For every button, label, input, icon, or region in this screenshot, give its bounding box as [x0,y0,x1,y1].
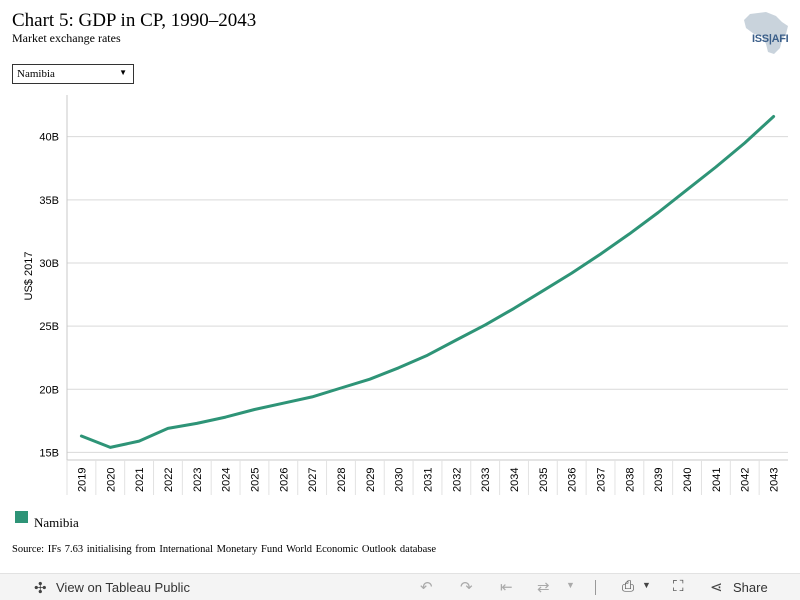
x-tick-label: 2022 [163,468,175,492]
y-axis-label: US$ 2017 [23,252,35,301]
series-line-namibia[interactable] [79,115,776,449]
x-tick-label: 2038 [624,468,636,492]
refresh-icon[interactable]: ⇄ [537,579,550,596]
x-tick-label: 2042 [740,468,752,492]
x-tick-label: 2041 [711,468,723,492]
tableau-logo-icon[interactable]: ✣ [34,580,47,597]
view-on-tableau-link[interactable]: View on Tableau Public [56,580,190,595]
refresh-dropdown-icon[interactable]: ▼ [566,580,575,590]
toolbar-divider [595,580,596,595]
x-tick-label: 2030 [394,468,406,492]
x-tick-label: 2028 [336,468,348,492]
y-tick-label: 40B [39,132,59,144]
chart-subtitle: Market exchange rates [12,31,121,45]
x-tick-label: 2032 [451,468,463,492]
revert-icon[interactable]: ⇤ [500,579,513,596]
x-tick-label: 2035 [538,468,550,492]
chart-title: Chart 5: GDP in CP, 1990–2043 [12,10,257,31]
country-select-value: Namibia [17,68,55,80]
y-tick-label: 20B [39,384,59,396]
y-tick-label: 30B [39,258,59,270]
x-tick-label: 2036 [567,468,579,492]
chevron-down-icon: ▼ [119,68,127,77]
legend-swatch-namibia [15,511,28,523]
x-tick-label: 2026 [278,468,290,492]
x-tick-label: 2024 [221,468,233,492]
x-tick-label: 2034 [509,468,521,492]
download-icon[interactable]: ⎙ [622,578,635,595]
x-tick-label: 2021 [134,468,146,492]
tableau-toolbar: ✣ View on Tableau Public ↶ ↷ ⇤ ⇄ ▼ ⎙ ▼ ⛶… [0,573,800,600]
source-note: Source: IFs 7.63 initialising from Inter… [12,544,437,555]
download-dropdown-icon[interactable]: ▼ [642,580,651,590]
redo-icon[interactable]: ↷ [460,579,473,596]
x-tick-label: 2040 [682,468,694,492]
gdp-line-chart: 15B 20B 25B 30B 35B 40B 2019 2020 2021 2022 2023 2… [23,95,788,495]
share-icon[interactable]: ⋖ [710,579,723,596]
x-tick-label: 2031 [423,468,435,492]
undo-icon[interactable]: ↶ [420,579,433,596]
x-tick-label: 2019 [76,468,88,492]
y-tick-label: 35B [39,195,59,207]
x-tick-label: 2027 [307,468,319,492]
x-tick-label: 2020 [105,468,117,492]
x-tick-label: 2033 [480,468,492,492]
country-select[interactable]: Namibia ▼ [12,64,134,84]
fullscreen-icon[interactable]: ⛶ [673,578,684,595]
x-tick-label: 2029 [365,468,377,492]
legend-label-namibia: Namibia [34,515,79,530]
y-tick-label: 25B [39,321,59,333]
y-tick-label: 15B [39,447,59,459]
x-tick-label: 2023 [192,468,204,492]
share-button[interactable]: Share [733,580,768,595]
x-tick-label: 2025 [249,468,261,492]
x-tick-label: 2043 [769,468,781,492]
x-tick-label: 2039 [653,468,665,492]
x-tick-label: 2037 [596,468,608,492]
africa-map-logo-icon [744,12,788,54]
iss-logo-text: ISS|AFI [752,33,789,45]
